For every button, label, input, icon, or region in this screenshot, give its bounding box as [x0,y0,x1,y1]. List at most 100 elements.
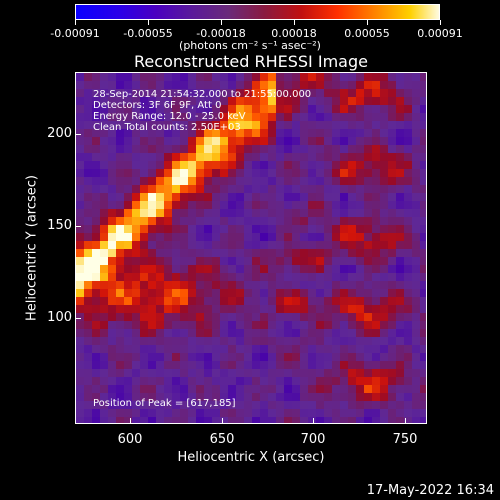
heatmap-cell [220,73,229,82]
heatmap-cell [172,121,181,130]
heatmap-cell [196,105,205,114]
heatmap-cell [132,305,141,314]
heatmap-cell [268,265,277,274]
heatmap-cell [260,161,269,170]
image-plot[interactable] [75,72,427,424]
heatmap-cell [244,417,253,423]
heatmap-cell [316,185,325,194]
heatmap-cell [308,289,317,298]
heatmap-cell [212,321,221,330]
heatmap-cell [180,313,189,322]
heatmap-cell [180,137,189,146]
heatmap-cell [324,257,333,266]
heatmap-cell [372,161,381,170]
heatmap-cell [92,209,101,218]
heatmap-cell [260,241,269,250]
heatmap-cell [132,193,141,202]
heatmap-cell [140,73,149,82]
heatmap-cell [404,297,413,306]
heatmap-cell [332,169,341,178]
heatmap-cell [196,345,205,354]
heatmap-cell [172,225,181,234]
heatmap-cell [148,185,157,194]
heatmap-cell [372,401,381,410]
heatmap-cell [284,265,293,274]
heatmap-cell [100,185,109,194]
heatmap-cell [268,337,277,346]
heatmap-cell [276,281,285,290]
heatmap-cell [228,297,237,306]
heatmap-cell [420,289,426,298]
heatmap-cell [116,377,125,386]
heatmap-cell [388,241,397,250]
heatmap-cell [108,329,117,338]
heatmap-cell [132,153,141,162]
heatmap-cell [236,353,245,362]
heatmap-cell [76,241,85,250]
heatmap-cell [148,265,157,274]
heatmap-cell [292,409,301,418]
heatmap-cell [356,385,365,394]
heatmap-cell [100,193,109,202]
heatmap-cell [356,145,365,154]
heatmap-cell [252,361,261,370]
heatmap-cell [404,193,413,202]
heatmap-cell [364,417,373,423]
heatmap-cell [84,193,93,202]
heatmap-cell [76,393,85,402]
heatmap-cell [268,393,277,402]
heatmap-cell [300,153,309,162]
heatmap-cell [276,401,285,410]
heatmap-cell [140,153,149,162]
heatmap-cell [156,233,165,242]
heatmap-cell [108,345,117,354]
heatmap-cell [380,73,389,82]
heatmap-cell [124,369,133,378]
heatmap-cell [204,177,213,186]
heatmap-cell [188,289,197,298]
heatmap-cell [148,73,157,82]
heatmap-cell [348,401,357,410]
heatmap-cell [132,329,141,338]
heatmap-cell [292,257,301,266]
heatmap-cell [76,249,85,258]
heatmap-cell [164,297,173,306]
heatmap-cell [356,401,365,410]
heatmap-cell [268,249,277,258]
heatmap-cell [164,369,173,378]
heatmap-cell [220,337,229,346]
heatmap-cell [292,97,301,106]
heatmap-cell [212,217,221,226]
heatmap-cell [364,297,373,306]
heatmap-cell [244,361,253,370]
heatmap-cell [84,345,93,354]
heatmap-cell [260,233,269,242]
heatmap-cell [172,161,181,170]
heatmap-cell [396,153,405,162]
heatmap-cell [284,209,293,218]
heatmap-cell [276,201,285,210]
heatmap-cell [420,169,426,178]
heatmap-cell [228,233,237,242]
heatmap-cell [188,273,197,282]
heatmap-cell [228,113,237,122]
heatmap-cell [164,145,173,154]
heatmap-cell [316,305,325,314]
heatmap-cell [228,97,237,106]
heatmap-cell [84,241,93,250]
heatmap-cell [396,313,405,322]
heatmap-cell [252,113,261,122]
heatmap-cell [308,81,317,90]
heatmap-cell [116,233,125,242]
heatmap-cell [412,185,421,194]
heatmap-cell [412,417,421,423]
heatmap-cell [84,265,93,274]
heatmap-cell [148,145,157,154]
heatmap-cell [276,265,285,274]
heatmap-cell [124,185,133,194]
heatmap-cell [188,329,197,338]
heatmap-cell [204,137,213,146]
heatmap-cell [108,217,117,226]
heatmap-cell [412,297,421,306]
heatmap-cell [412,289,421,298]
